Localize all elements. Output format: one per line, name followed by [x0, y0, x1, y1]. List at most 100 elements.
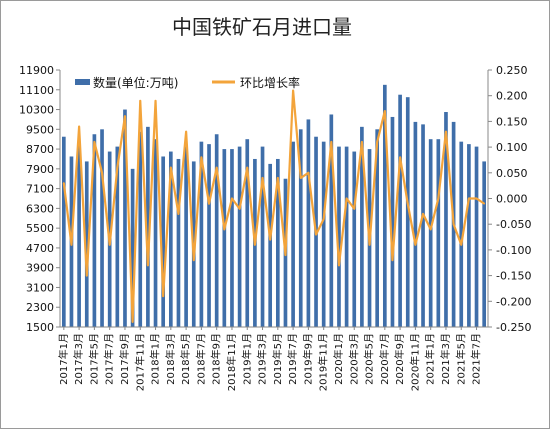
bar	[459, 141, 464, 327]
line-point	[116, 166, 119, 169]
y-left-tick-label: 10300	[19, 104, 54, 117]
line-point	[460, 243, 463, 246]
line-point	[146, 264, 149, 267]
x-tick-label: 2020年5月	[363, 333, 376, 385]
y-left-tick-label: 6300	[26, 202, 54, 215]
bar	[291, 141, 295, 327]
legend-label-line: 环比增长率	[240, 75, 300, 90]
bar	[275, 158, 280, 327]
x-tick-label: 2019年7月	[286, 333, 299, 385]
bar	[214, 134, 219, 327]
y-right-tick-label: 0.250	[496, 64, 528, 77]
line-point	[338, 264, 340, 267]
bar	[474, 146, 479, 327]
line-point	[391, 259, 394, 262]
legend-label-bars: 数量(单位:万吨)	[93, 75, 178, 90]
y-right-tick-label: -0.250	[496, 321, 531, 334]
y-left-tick-label: 11900	[19, 64, 54, 77]
line-point	[376, 141, 379, 143]
line-point	[284, 254, 287, 256]
x-tick-label: 2017年9月	[118, 333, 131, 385]
x-tick-label: 2020年11月	[408, 333, 421, 391]
bar	[237, 146, 242, 327]
bar	[115, 146, 120, 327]
y-right-tick-label: -0.100	[496, 244, 531, 257]
x-axis: 2017年1月 2017年3月 2017年5月 2017年7月 2017年9月 2017年…	[57, 326, 488, 391]
bar	[184, 146, 188, 327]
bar	[146, 126, 150, 327]
line-point	[414, 243, 417, 246]
bar	[199, 141, 204, 327]
growth-rate-line	[62, 89, 485, 323]
line-point	[238, 207, 241, 210]
y-left-tick-label: 8700	[26, 143, 54, 156]
line-point	[261, 177, 264, 179]
y-right-tick-label: 0.000	[496, 193, 528, 206]
line-point	[368, 243, 371, 246]
y-right-tick-label: -0.050	[496, 218, 531, 231]
line-point	[299, 177, 302, 179]
bar	[337, 146, 341, 327]
line-point	[139, 99, 142, 102]
bar	[321, 141, 326, 327]
y-left-tick-label: 5500	[26, 222, 54, 235]
bar	[245, 139, 250, 327]
line-point	[70, 243, 73, 246]
y-left-tick-label: 11100	[19, 84, 54, 97]
line-point	[399, 156, 402, 159]
x-tick-label: 2017年11月	[133, 333, 146, 391]
line-point	[223, 228, 226, 231]
bar	[390, 116, 395, 327]
line-point	[85, 274, 88, 277]
bar	[436, 139, 441, 327]
bar	[138, 131, 143, 327]
line-point	[162, 295, 165, 298]
bar	[230, 149, 234, 327]
bar	[260, 146, 265, 327]
x-tick-label: 2021年5月	[454, 333, 467, 385]
bar	[375, 129, 380, 327]
x-tick-label: 2018年9月	[210, 333, 223, 385]
line-point	[231, 197, 233, 200]
line-point	[322, 218, 325, 220]
x-tick-label: 2017年1月	[57, 333, 70, 385]
line-point	[483, 202, 486, 205]
bar	[100, 129, 104, 327]
line-point	[353, 207, 356, 210]
line-point	[192, 259, 195, 262]
bar	[398, 94, 402, 328]
y-left-tick-label: 2300	[26, 301, 54, 314]
bar	[382, 84, 387, 327]
bar	[352, 151, 357, 327]
bar	[344, 146, 349, 327]
y-axis-right: -0.250 -0.200 -0.150 -0.100 -0.050 0.000 0.050…	[487, 64, 531, 334]
bar	[168, 151, 173, 327]
y-right-tick-label: 0.200	[496, 90, 528, 103]
bar	[329, 114, 334, 327]
line-point	[131, 320, 134, 323]
y-right-tick-label: 0.050	[496, 167, 528, 180]
y-left-tick-label: 3900	[26, 262, 54, 275]
bar	[413, 121, 418, 327]
x-tick-label: 2020年7月	[378, 333, 391, 385]
bar	[482, 161, 487, 327]
x-tick-label: 2017年5月	[87, 333, 100, 385]
line-point	[78, 125, 81, 128]
y-left-tick-label: 1500	[26, 321, 54, 334]
bar	[306, 119, 311, 327]
line-point	[307, 171, 310, 174]
bar	[268, 163, 273, 327]
line-point	[445, 130, 447, 133]
x-tick-label: 2019年1月	[240, 333, 253, 385]
line-point	[315, 233, 317, 236]
bar	[467, 144, 471, 327]
line-point	[185, 130, 188, 133]
y-left-tick-label: 7100	[26, 183, 54, 196]
legend-swatch-bars	[75, 79, 90, 85]
x-tick-label: 2018年5月	[179, 333, 192, 385]
x-tick-label: 2021年1月	[424, 333, 437, 385]
bar	[444, 112, 448, 327]
x-tick-label: 2019年9月	[301, 333, 314, 385]
y-right-tick-label: -0.200	[496, 295, 531, 308]
